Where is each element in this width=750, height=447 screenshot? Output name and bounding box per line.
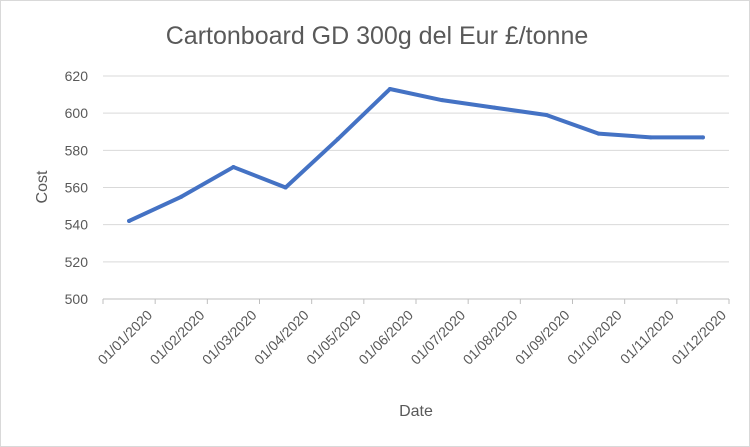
y-tick-label: 580 (65, 142, 89, 158)
series-line (127, 87, 705, 223)
y-tick-label: 500 (65, 291, 89, 307)
data-point (127, 218, 132, 223)
x-tick-label: 01/02/2020 (147, 307, 208, 368)
data-point (440, 98, 445, 103)
x-tick-label: 01/07/2020 (407, 307, 468, 368)
x-tick-labels: 01/01/202001/02/202001/03/202001/04/2020… (94, 307, 729, 368)
data-point (648, 135, 653, 140)
x-tick-label: 01/06/2020 (355, 307, 416, 368)
x-tick-label: 01/12/2020 (668, 307, 729, 368)
y-tick-label: 620 (65, 68, 89, 84)
x-axis-title: Date (399, 403, 433, 420)
x-tick-label: 01/01/2020 (94, 307, 155, 368)
y-tick-label: 540 (65, 217, 89, 233)
x-tick-label: 01/09/2020 (512, 307, 573, 368)
y-tick-label: 560 (65, 180, 89, 196)
y-tick-labels: 500 520 540 560 580 600 620 (65, 68, 89, 307)
x-tick-label: 01/08/2020 (460, 307, 521, 368)
data-point (596, 131, 601, 136)
x-tick-marks (102, 299, 730, 304)
data-point (544, 113, 549, 118)
data-point (283, 185, 288, 190)
data-point (179, 194, 184, 199)
data-point (700, 135, 705, 140)
data-point (231, 165, 236, 170)
y-tick-label: 600 (65, 105, 89, 121)
y-axis-title: Cost (34, 170, 51, 203)
data-point (335, 137, 340, 142)
data-point (492, 105, 497, 110)
series (127, 87, 705, 223)
x-tick-label: 01/11/2020 (617, 307, 677, 367)
data-point (387, 87, 392, 92)
x-tick-label: 01/05/2020 (303, 307, 364, 368)
x-tick-label: 01/03/2020 (199, 307, 260, 368)
chart-title: Cartonboard GD 300g del Eur £/tonne (166, 22, 589, 50)
x-tick-label: 01/04/2020 (251, 307, 312, 368)
y-tick-label: 520 (65, 254, 89, 270)
x-tick-label: 01/10/2020 (564, 307, 625, 368)
